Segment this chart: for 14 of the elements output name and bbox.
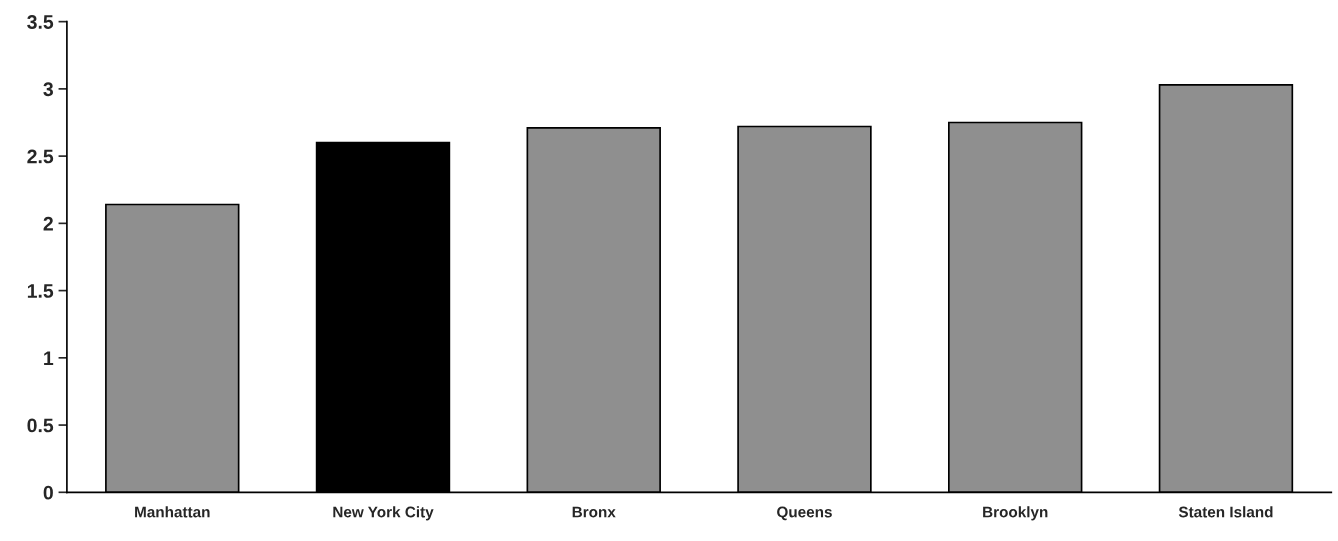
y-tick-label: 3.5	[27, 15, 54, 29]
x-tick-label: Queens	[777, 506, 832, 521]
y-tick-label: 1.5	[27, 284, 54, 298]
y-tick-label: 2.5	[27, 149, 54, 164]
y-tick-label: 0	[43, 485, 53, 500]
x-tick-label: New York City	[333, 506, 434, 521]
y-tick-label: 3	[43, 82, 53, 97]
x-tick-label: Bronx	[572, 506, 616, 518]
y-tick-label: 1	[44, 351, 54, 365]
x-tick-label: Manhattan	[135, 506, 210, 518]
y-tick-label: 2	[43, 216, 53, 231]
y-tick-label: 0.5	[27, 418, 54, 433]
x-tick-label: Brooklyn	[983, 506, 1048, 521]
x-tick-label: Staten Island	[1178, 506, 1273, 518]
